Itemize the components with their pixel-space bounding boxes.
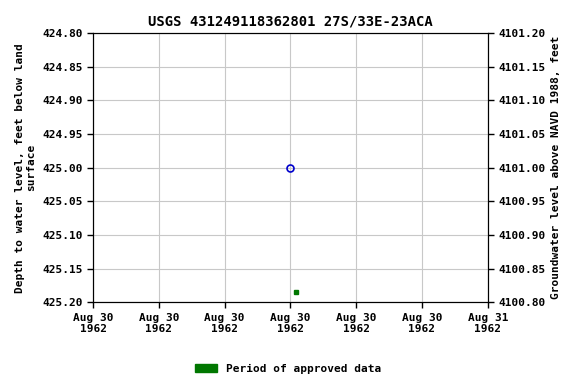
Legend: Period of approved data: Period of approved data bbox=[191, 359, 385, 379]
Title: USGS 431249118362801 27S/33E-23ACA: USGS 431249118362801 27S/33E-23ACA bbox=[148, 15, 433, 29]
Y-axis label: Groundwater level above NAVD 1988, feet: Groundwater level above NAVD 1988, feet bbox=[551, 36, 561, 299]
Y-axis label: Depth to water level, feet below land
surface: Depth to water level, feet below land su… bbox=[15, 43, 37, 293]
